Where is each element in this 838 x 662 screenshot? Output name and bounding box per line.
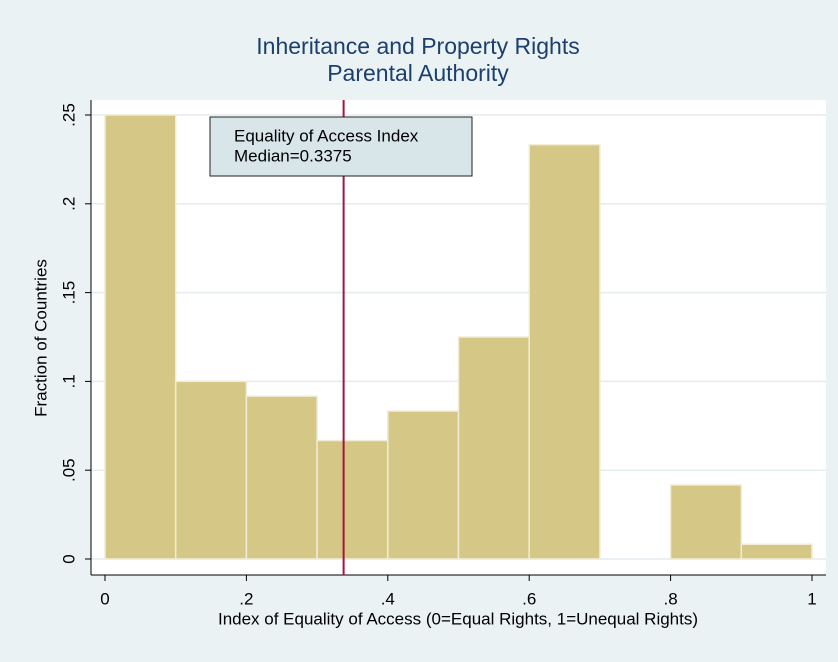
x-tick-label: .4	[381, 589, 395, 608]
y-tick-label: .05	[59, 458, 78, 482]
annotation-text: Equality of Access Index	[234, 126, 419, 145]
bar	[174, 380, 248, 560]
bar	[245, 395, 318, 560]
chart-title: Inheritance and Property Rights	[256, 33, 579, 59]
y-tick-label: 0	[59, 554, 78, 563]
bar	[387, 410, 460, 560]
x-tick-label: 1	[807, 589, 816, 608]
y-tick-label: .2	[59, 197, 78, 211]
x-tick-label: .2	[239, 589, 253, 608]
y-tick-label: .15	[59, 281, 78, 305]
bar	[740, 543, 813, 560]
x-tick-label: .8	[664, 589, 678, 608]
bar	[669, 484, 743, 560]
x-axis-label: Index of Equality of Access (0=Equal Rig…	[218, 609, 698, 628]
y-tick-label: .1	[59, 374, 78, 388]
bar	[528, 143, 601, 560]
bar	[104, 114, 177, 560]
bar	[457, 336, 530, 560]
bar	[316, 439, 389, 560]
x-tick-label: 0	[100, 589, 109, 608]
annotation-text: Median=0.3375	[234, 146, 352, 165]
x-tick-label: .6	[522, 589, 536, 608]
y-tick-label: .25	[59, 103, 78, 127]
annotation-box	[209, 116, 473, 177]
y-axis-label: Fraction of Countries	[31, 259, 50, 417]
chart-subtitle: Parental Authority	[327, 60, 509, 86]
